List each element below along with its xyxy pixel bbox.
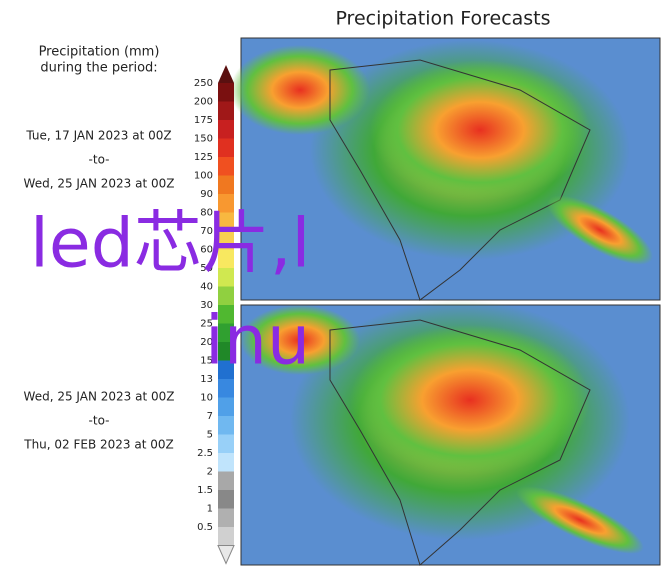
period-start: Wed, 25 JAN 2023 at 00Z [24,390,175,404]
colorbar-cell [218,138,234,157]
title: Precipitation Forecasts [335,8,550,30]
colorbar-tick-label: 125 [194,152,213,163]
colorbar-tick-label: 25 [200,319,213,330]
colorbar-cell [218,379,234,398]
colorbar-cell [218,323,234,342]
colorbar-cell [218,471,234,490]
colorbar-cell [218,175,234,194]
colorbar-tick-label: 175 [194,115,213,126]
colorbar-arrow [217,545,235,565]
colorbar-tick-label: 5 [207,430,213,441]
colorbar-tick-label: 0.5 [197,522,213,533]
colorbar-cell [218,360,234,379]
colorbar-cell [218,286,234,305]
colorbar-cell [218,212,234,231]
colorbar-tick-label: 80 [200,208,213,219]
colorbar-cell [218,231,234,250]
colorbar-cell [218,434,234,453]
colorbar-tick-label: 2.5 [197,448,213,459]
colorbar-tick-label: 7 [207,411,213,422]
colorbar: 2502001751501251009080706050403025201513… [194,65,235,565]
colorbar-arrow [218,65,234,83]
period-end: Wed, 25 JAN 2023 at 00Z [24,177,175,191]
colorbar-cell [218,194,234,213]
colorbar-tick-label: 40 [200,282,213,293]
map-top [230,37,661,301]
colorbar-cell [218,342,234,361]
colorbar-tick-label: 1 [207,504,213,515]
colorbar-tick-label: 250 [194,78,213,89]
colorbar-tick-label: 15 [200,356,213,367]
colorbar-tick-label: 30 [200,300,213,311]
period-sep: -to- [89,153,110,167]
colorbar-tick-label: 1.5 [197,485,213,496]
colorbar-cell [218,120,234,139]
colorbar-tick-label: 60 [200,245,213,256]
colorbar-cell [218,416,234,435]
colorbar-tick-label: 10 [200,393,213,404]
colorbar-tick-label: 70 [200,226,213,237]
period-start: Tue, 17 JAN 2023 at 00Z [25,129,171,143]
period-sep: -to- [89,414,110,428]
map-bottom [240,300,661,566]
overlay-text: led芯片,l [30,205,310,284]
legend-title: during the period: [40,61,157,76]
colorbar-cell [218,490,234,509]
colorbar-cell [218,268,234,287]
colorbar-tick-label: 2 [207,467,213,478]
colorbar-tick-label: 150 [194,134,213,145]
colorbar-cell [218,453,234,472]
overlay-text: inu [205,302,310,381]
colorbar-cell [218,305,234,324]
colorbar-cell [218,527,234,546]
colorbar-tick-label: 100 [194,171,213,182]
colorbar-tick-label: 13 [200,374,213,385]
legend-title: Precipitation (mm) [39,45,160,60]
colorbar-tick-label: 90 [200,189,213,200]
colorbar-tick-label: 200 [194,97,213,108]
colorbar-cell [218,157,234,176]
colorbar-cell [218,508,234,527]
colorbar-cell [218,249,234,268]
period-end: Thu, 02 FEB 2023 at 00Z [23,438,174,452]
colorbar-tick-label: 50 [200,263,213,274]
colorbar-cell [218,397,234,416]
colorbar-tick-label: 20 [200,337,213,348]
colorbar-cell [218,83,234,102]
colorbar-cell [218,101,234,120]
